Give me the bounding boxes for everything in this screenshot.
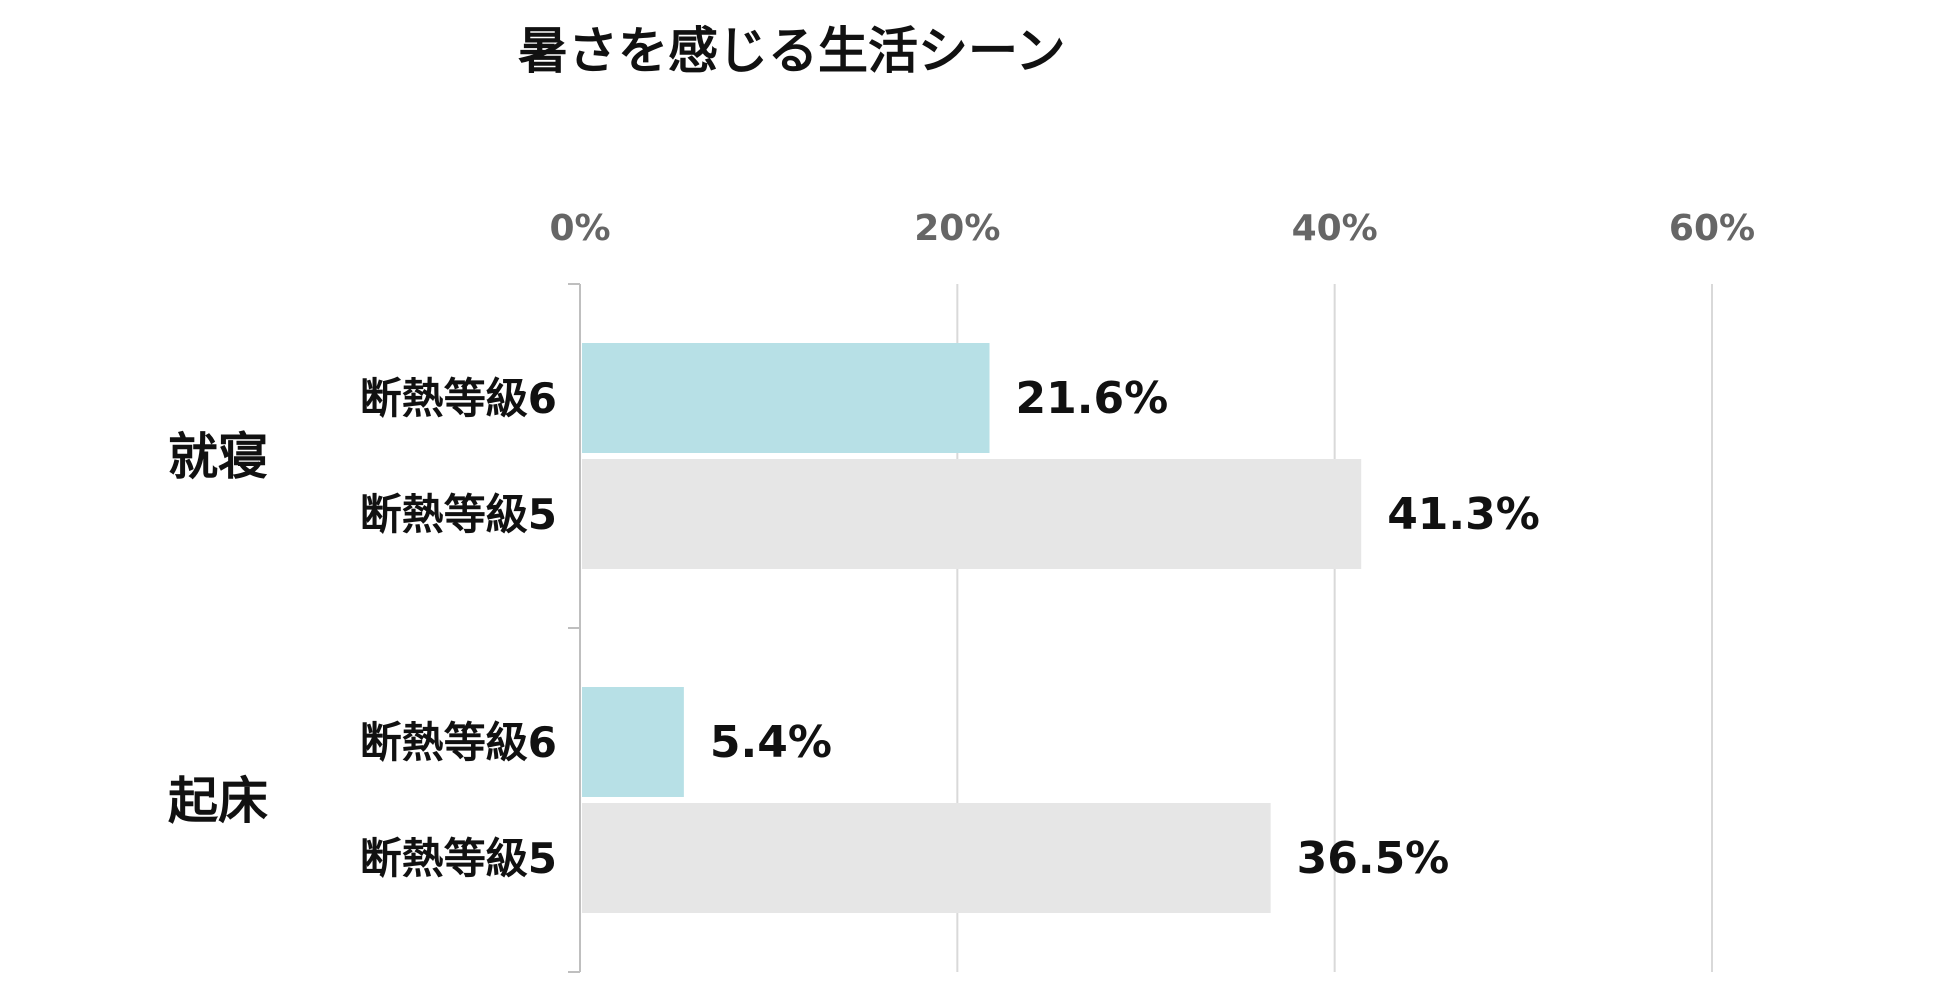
group-label: 就寝 — [168, 428, 268, 486]
bar — [582, 687, 684, 797]
bar — [582, 803, 1271, 913]
x-tick-label: 40% — [1292, 208, 1378, 249]
bar — [582, 343, 990, 453]
bar-category-label: 断熱等級6 — [360, 374, 557, 423]
x-tick-label: 60% — [1669, 208, 1755, 249]
bar-value-label: 36.5% — [1297, 833, 1450, 884]
bar-category-label: 断熱等級5 — [360, 834, 557, 883]
bar-category-label: 断熱等級5 — [360, 490, 557, 539]
bar-value-label: 21.6% — [1016, 373, 1169, 424]
y-axis — [568, 283, 581, 973]
bar — [582, 459, 1362, 569]
x-axis-ticks: 0% 20% 40% 60% — [549, 208, 1755, 249]
bar-category-label: 断熱等級6 — [360, 718, 557, 767]
bar-value-label: 5.4% — [710, 717, 832, 768]
x-tick-label: 20% — [914, 208, 1000, 249]
group-label: 起床 — [168, 772, 268, 830]
x-tick-label: 0% — [549, 208, 610, 249]
bars — [582, 343, 1362, 913]
chart-title: 暑さを感じる生活シーン — [518, 22, 1066, 80]
bar-value-label: 41.3% — [1387, 489, 1540, 540]
